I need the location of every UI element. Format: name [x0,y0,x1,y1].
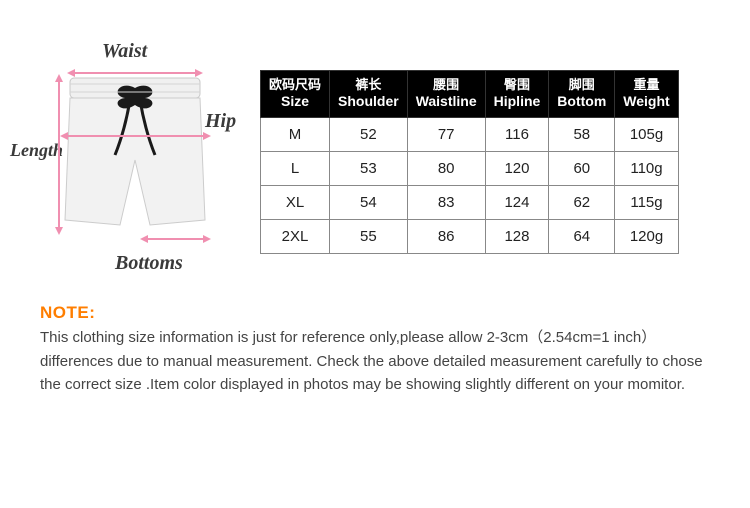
cell-2-3: 124 [485,185,549,219]
size-chart-table: 欧码尺码Size裤长Shoulder腰围Waistline臀围Hipline脚围… [260,70,679,254]
col-header-en: Shoulder [338,93,399,111]
cell-2-0: XL [261,185,330,219]
table-row: M527711658105g [261,117,679,151]
bottoms-label: Bottoms [115,252,183,275]
cell-1-5: 110g [615,151,678,185]
cell-3-3: 128 [485,219,549,253]
shorts-icon [50,70,220,250]
note-text: This clothing size information is just f… [40,329,703,393]
waist-arrow [75,72,195,74]
cell-0-5: 105g [615,117,678,151]
note-label: NOTE: [40,303,95,322]
col-header-4: 脚围Bottom [549,71,615,118]
cell-2-1: 54 [330,185,408,219]
col-header-en: Waistline [416,93,477,111]
col-header-en: Weight [623,93,669,111]
cell-1-1: 53 [330,151,408,185]
cell-0-2: 77 [407,117,485,151]
measurement-diagram: Waist Hip Length Bottoms [20,40,250,280]
cell-3-5: 120g [615,219,678,253]
cell-3-0: 2XL [261,219,330,253]
cell-1-0: L [261,151,330,185]
cell-2-4: 62 [549,185,615,219]
length-label: Length [10,140,63,161]
col-header-5: 重量Weight [615,71,678,118]
table-header-row: 欧码尺码Size裤长Shoulder腰围Waistline臀围Hipline脚围… [261,71,679,118]
bottoms-arrow [148,238,203,240]
cell-2-2: 83 [407,185,485,219]
length-arrow [58,82,60,227]
cell-3-4: 64 [549,219,615,253]
cell-0-3: 116 [485,117,549,151]
table-row: XL548312462115g [261,185,679,219]
cell-0-0: M [261,117,330,151]
hip-label: Hip [205,110,236,133]
cell-3-1: 55 [330,219,408,253]
cell-0-1: 52 [330,117,408,151]
waist-label: Waist [102,40,147,63]
col-header-cn: 欧码尺码 [269,77,321,93]
cell-1-4: 60 [549,151,615,185]
col-header-en: Bottom [557,93,606,111]
cell-1-3: 120 [485,151,549,185]
col-header-cn: 臀围 [494,77,541,93]
cell-0-4: 58 [549,117,615,151]
col-header-cn: 脚围 [557,77,606,93]
note-block: NOTE: This clothing size information is … [0,290,750,416]
col-header-2: 腰围Waistline [407,71,485,118]
hip-arrow [68,135,203,137]
col-header-cn: 重量 [623,77,669,93]
col-header-3: 臀围Hipline [485,71,549,118]
col-header-cn: 腰围 [416,77,477,93]
col-header-1: 裤长Shoulder [330,71,408,118]
col-header-en: Hipline [494,93,541,111]
col-header-0: 欧码尺码Size [261,71,330,118]
table-row: L538012060110g [261,151,679,185]
table-body: M527711658105gL538012060110gXL5483124621… [261,117,679,253]
cell-2-5: 115g [615,185,678,219]
col-header-en: Size [269,93,321,111]
col-header-cn: 裤长 [338,77,399,93]
table-row: 2XL558612864120g [261,219,679,253]
cell-1-2: 80 [407,151,485,185]
cell-3-2: 86 [407,219,485,253]
